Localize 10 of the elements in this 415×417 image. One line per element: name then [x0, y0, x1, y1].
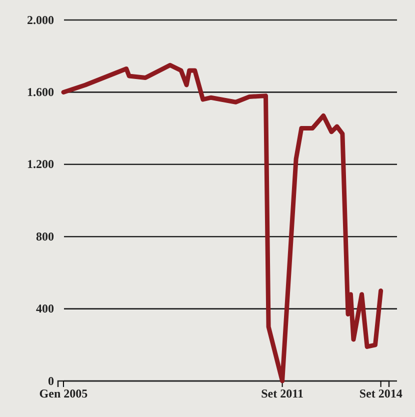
- y-tick-label: 2.000: [27, 12, 54, 27]
- y-tick-label: 1.200: [27, 157, 54, 172]
- y-tick-label: 1.600: [27, 85, 54, 100]
- y-tick-label: 400: [36, 302, 54, 316]
- y-tick-label: 800: [36, 229, 54, 244]
- x-tick-label: Set 2014: [359, 386, 402, 401]
- x-tick-label: Set 2011: [261, 386, 304, 401]
- line-series: [61, 62, 384, 384]
- y-tick-label: 0: [48, 374, 54, 388]
- x-tick-label: Gen 2005: [39, 386, 88, 401]
